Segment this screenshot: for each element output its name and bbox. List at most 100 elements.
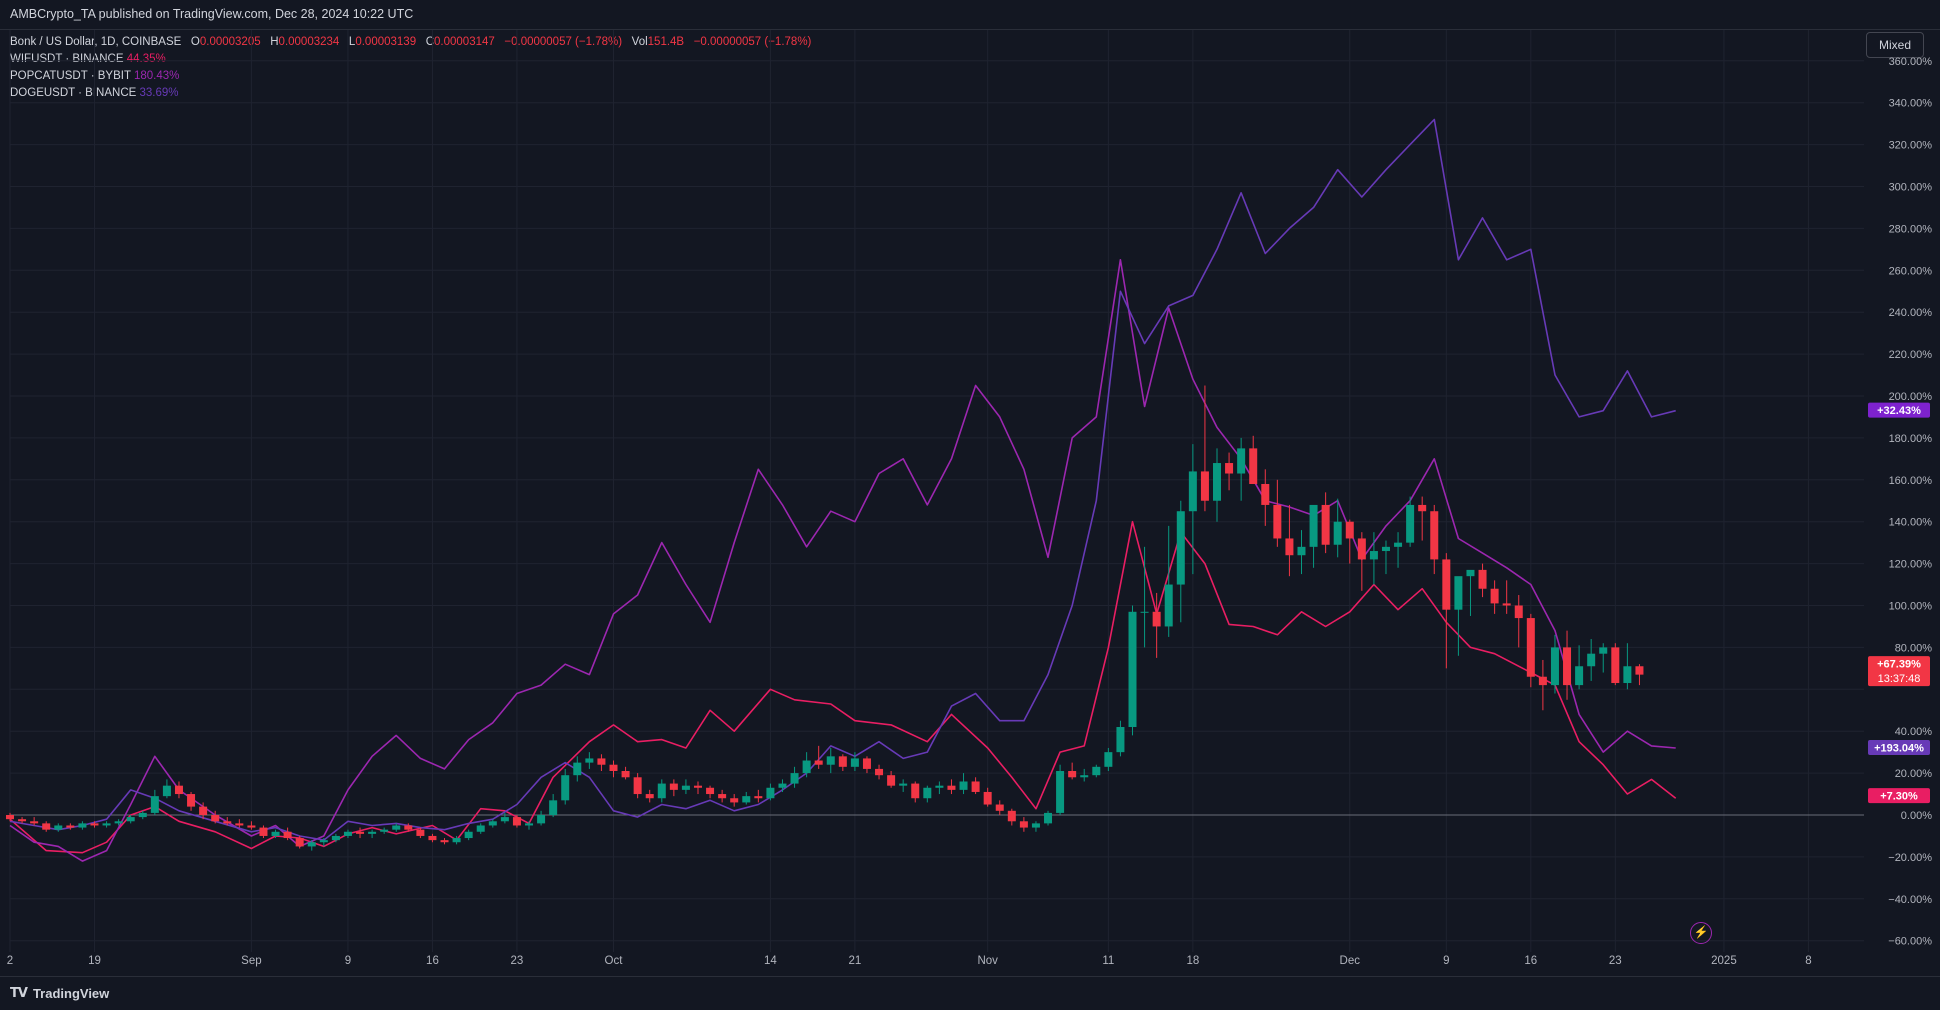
- tradingview-logo[interactable]: TV TradingView: [10, 986, 109, 1001]
- candle-body: [211, 815, 220, 822]
- candle-body: [1164, 584, 1173, 627]
- candle: [1116, 720, 1125, 757]
- candle: [187, 791, 196, 811]
- candle: [1261, 469, 1270, 526]
- candle-body: [1345, 521, 1354, 539]
- candle: [247, 821, 256, 830]
- candle: [380, 827, 389, 834]
- comparison-legend-popcat[interactable]: POPCATUSDT · BYBIT 180.43%: [10, 68, 811, 85]
- candle: [1225, 452, 1234, 491]
- doge-last-label-bg: [1868, 739, 1930, 755]
- candle-body: [1188, 471, 1197, 512]
- change-value: −0.00000057 (−1.78%): [504, 36, 623, 48]
- candle-body: [1176, 511, 1185, 585]
- comparison-legend-wif[interactable]: WIFUSDT · BINANCE 44.35%: [10, 51, 811, 68]
- candle-body: [802, 760, 811, 774]
- candle: [428, 833, 437, 843]
- x-tick-label: 11: [1102, 955, 1114, 967]
- main-symbol-legend[interactable]: Bonk / US Dollar, 1D, COINBASE O0.000032…: [10, 34, 811, 51]
- candle-body: [1273, 504, 1282, 539]
- candle: [42, 821, 51, 832]
- candle: [935, 781, 944, 795]
- symbol-title[interactable]: Bonk / US Dollar, 1D, COINBASE: [10, 36, 182, 48]
- y-tick-label: 300.00%: [1889, 182, 1933, 194]
- candle-body: [1418, 504, 1427, 512]
- candle-body: [995, 804, 1004, 811]
- candle-body: [1321, 504, 1330, 545]
- candle: [1019, 817, 1028, 832]
- candle: [18, 817, 27, 824]
- bonk-last-label: +67.39%: [1877, 659, 1921, 671]
- candle: [1140, 546, 1149, 648]
- chart-footer: TV TradingView: [0, 976, 1940, 1010]
- candle: [1635, 664, 1644, 686]
- candle: [1321, 492, 1330, 554]
- candle-body: [669, 783, 678, 790]
- candle-body: [1225, 463, 1234, 474]
- candle: [585, 752, 594, 769]
- candle-body: [488, 821, 497, 826]
- candle: [114, 819, 123, 826]
- wif-last-label-bg: [1868, 788, 1930, 804]
- candle: [343, 829, 352, 839]
- candle: [1297, 530, 1306, 575]
- candle: [1623, 643, 1632, 690]
- price-axis[interactable]: −60.00% −40.00% −20.00% 0.00% 20.00% 40.00% 80…: [1888, 56, 1932, 948]
- candle: [150, 789, 159, 815]
- candle: [1611, 643, 1620, 686]
- candle: [887, 771, 896, 788]
- candle: [814, 745, 823, 769]
- comparison-legend-doge[interactable]: DOGEUSDT · BINANCE 33.69%: [10, 85, 811, 102]
- candle-body: [1213, 463, 1221, 501]
- candle-body: [525, 823, 534, 826]
- bonk-candles: [6, 385, 1644, 851]
- candle: [718, 789, 727, 803]
- candle: [1599, 643, 1608, 673]
- x-tick-label: 19: [88, 955, 101, 967]
- candle-body: [1309, 504, 1318, 547]
- candle: [1080, 768, 1089, 782]
- series-line-1: [9, 259, 1676, 862]
- candle: [1406, 496, 1415, 547]
- candle: [959, 773, 968, 795]
- x-tick-label: 16: [1524, 955, 1537, 967]
- candle-body: [645, 794, 654, 799]
- candle: [1550, 634, 1559, 694]
- x-tick-label: 16: [426, 955, 439, 967]
- low-value: 0.00003139: [355, 36, 417, 48]
- close-label: C: [425, 36, 435, 48]
- candle: [742, 791, 751, 805]
- candle-body: [464, 831, 473, 839]
- candle: [754, 789, 763, 803]
- candle: [1092, 764, 1101, 778]
- candle-body: [693, 785, 702, 788]
- candle: [440, 838, 449, 845]
- candle: [1164, 525, 1173, 637]
- candle-body: [1261, 483, 1270, 505]
- candle-body: [199, 806, 208, 815]
- grid-lines: [9, 30, 1864, 952]
- candle: [1273, 479, 1282, 547]
- candle-body: [331, 835, 340, 841]
- time-axis[interactable]: 2 19 Sep 9 16 23 Oct 14 21 Nov 11 18 Dec 9 16 23 2025 8: [7, 955, 1812, 967]
- candle-body: [1128, 611, 1137, 728]
- comparison-value: 44.35%: [126, 53, 166, 65]
- candle: [452, 835, 461, 845]
- open-value: 0.00003205: [199, 36, 261, 48]
- candle-body: [187, 794, 196, 807]
- candle: [199, 802, 208, 820]
- candle: [295, 835, 304, 849]
- scale-mode-button[interactable]: Mixed: [1866, 32, 1924, 58]
- lightning-bolt-icon[interactable]: ⚡: [1690, 922, 1712, 944]
- candle: [1526, 613, 1535, 688]
- candle: [1007, 808, 1016, 826]
- x-tick-label: Dec: [1340, 955, 1361, 967]
- candle: [1538, 659, 1547, 711]
- candle: [875, 764, 884, 780]
- y-tick-label: 20.00%: [1895, 768, 1933, 780]
- candle-body: [1550, 647, 1559, 686]
- candle-body: [730, 798, 739, 803]
- price-chart[interactable]: −60.00%−40.00%−20.00%0.00%20.00%40.00%80…: [0, 30, 1940, 976]
- candle: [947, 779, 956, 795]
- y-tick-label: −60.00%: [1888, 936, 1932, 948]
